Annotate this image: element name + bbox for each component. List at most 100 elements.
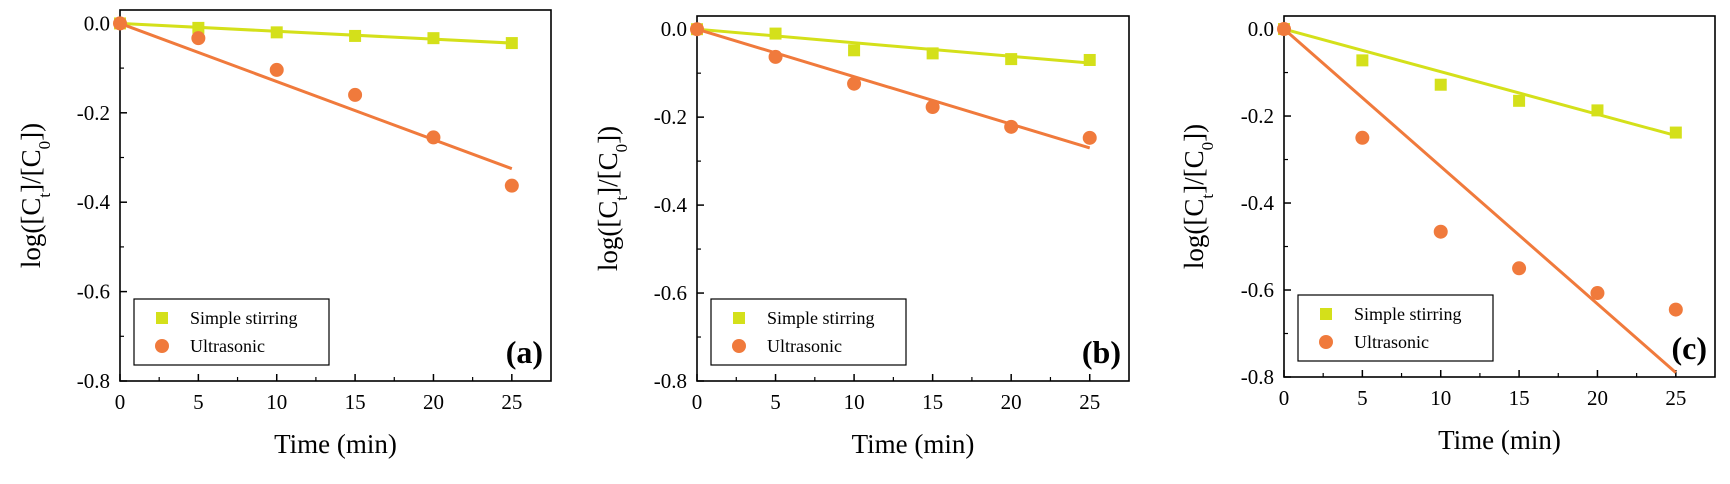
x-axis-title: Time (min) — [852, 429, 975, 459]
data-point-simple-stirring — [427, 32, 440, 45]
y-tick-label: -0.6 — [77, 280, 110, 304]
panel-label: (c) — [1671, 330, 1707, 366]
legend-label: Ultrasonic — [767, 336, 842, 356]
panel-label: (b) — [1082, 334, 1121, 370]
y-axis-title-part: log([C — [16, 198, 46, 269]
y-axis-title: log([Ct]/[C0]) — [16, 123, 54, 268]
x-tick-label: 20 — [1001, 390, 1022, 414]
y-axis-title-part: ]) — [16, 123, 46, 141]
data-point-ultrasonic — [426, 130, 441, 145]
legend-label: Ultrasonic — [1354, 332, 1429, 352]
data-point-ultrasonic — [1590, 286, 1605, 301]
data-point-ultrasonic — [1512, 261, 1527, 276]
y-tick-label: -0.2 — [1241, 104, 1274, 128]
chart-panel-3: 0 5 10 15 20 25 0.0 -0.2 -0.4 -0.6 -0.8 Time (min) l… — [1179, 15, 1716, 455]
y-axis-title-part: ]) — [1179, 124, 1209, 142]
data-point-simple-stirring — [769, 27, 782, 40]
x-tick-label: 25 — [501, 390, 522, 414]
y-axis-title-subscript: 0 — [1198, 142, 1217, 151]
x-tick-label: 15 — [1509, 386, 1530, 410]
data-point-simple-stirring — [1669, 126, 1682, 139]
legend: Simple stirring Ultrasonic — [1297, 294, 1494, 362]
legend-marker-square — [1320, 308, 1332, 320]
fit-line-ultrasonic — [1283, 27, 1677, 374]
x-tick-label: 10 — [266, 390, 287, 414]
x-tick-label: 15 — [922, 390, 943, 414]
y-axis-title-subscript: 0 — [35, 141, 54, 150]
y-tick-label: 0.0 — [84, 11, 110, 35]
chart-panel-1: 0 5 10 15 20 25 0.0 -0.2 -0.4 -0.6 -0.8 Time (min) l… — [16, 9, 552, 459]
fit-line-simple-stirring — [1283, 27, 1677, 138]
fit-line-simple-stirring — [696, 27, 1090, 65]
y-tick-label: 0.0 — [1248, 17, 1274, 41]
y-tick-label: -0.4 — [1241, 191, 1275, 215]
x-axis-title: Time (min) — [274, 429, 397, 459]
plot-frame — [119, 9, 552, 382]
chart-panel-2: 0 5 10 15 20 25 0.0 -0.2 -0.4 -0.6 -0.8 Time (min) l… — [593, 15, 1130, 459]
legend-box — [133, 298, 330, 366]
fit-line-ultrasonic — [696, 27, 1091, 150]
legend-marker-circle — [155, 339, 169, 353]
y-axis-title-part: ]/[C — [16, 149, 46, 193]
y-tick-label: -0.8 — [654, 369, 687, 393]
data-point-ultrasonic — [847, 76, 862, 91]
y-axis-title-part: log([C — [593, 201, 623, 272]
legend-label: Simple stirring — [1354, 304, 1462, 324]
y-axis-title-subscript: t — [1198, 194, 1217, 199]
fit-line-ultrasonic — [119, 22, 513, 171]
y-axis-title-part: ]/[C — [1179, 150, 1209, 194]
y-tick-label: -0.8 — [1241, 365, 1274, 389]
y-tick-label: -0.2 — [77, 101, 110, 125]
x-tick-label: 25 — [1079, 390, 1100, 414]
x-tick-label: 25 — [1665, 386, 1686, 410]
data-point-simple-stirring — [848, 44, 861, 57]
legend-label: Simple stirring — [767, 308, 875, 328]
y-tick-label: -0.2 — [654, 105, 687, 129]
y-axis-title: log([Ct]/[C0]) — [1179, 124, 1217, 269]
data-point-simple-stirring — [1513, 94, 1526, 107]
data-point-ultrasonic — [1277, 22, 1291, 37]
data-point-simple-stirring — [926, 47, 939, 60]
legend-box — [710, 298, 907, 366]
x-tick-label: 0 — [1279, 386, 1290, 410]
y-axis-title: log([Ct]/[C0]) — [593, 126, 631, 271]
data-point-ultrasonic — [269, 62, 284, 77]
legend-marker-square — [733, 312, 745, 324]
data-point-simple-stirring — [192, 21, 205, 34]
data-point-simple-stirring — [1356, 54, 1369, 67]
legend-box — [1297, 294, 1494, 362]
y-tick-label: 0.0 — [661, 17, 687, 41]
data-point-simple-stirring — [349, 29, 362, 42]
y-axis-title-part: log([C — [1179, 199, 1209, 270]
plot-frame — [696, 15, 1130, 382]
legend-marker-circle — [732, 339, 746, 353]
data-point-ultrasonic — [113, 16, 127, 31]
y-axis-title-subscript: t — [612, 196, 631, 201]
data-point-ultrasonic — [504, 178, 519, 193]
x-tick-label: 15 — [345, 390, 366, 414]
x-tick-label: 5 — [193, 390, 204, 414]
data-point-simple-stirring — [1083, 53, 1096, 66]
data-point-ultrasonic — [1355, 130, 1370, 145]
y-tick-label: -0.6 — [654, 281, 687, 305]
x-tick-label: 20 — [423, 390, 444, 414]
y-tick-label: -0.6 — [1241, 278, 1274, 302]
y-tick-label: -0.4 — [654, 193, 688, 217]
y-axis-title-subscript: 0 — [612, 144, 631, 153]
y-axis-title-subscript: t — [35, 193, 54, 198]
data-point-ultrasonic — [768, 49, 783, 64]
legend-label: Simple stirring — [190, 308, 298, 328]
x-axis-title: Time (min) — [1438, 425, 1561, 455]
legend: Simple stirring Ultrasonic — [710, 298, 907, 366]
x-tick-label: 10 — [1430, 386, 1451, 410]
data-point-simple-stirring — [505, 37, 518, 50]
legend-label: Ultrasonic — [190, 336, 265, 356]
data-point-ultrasonic — [1082, 130, 1097, 145]
legend-marker-circle — [1319, 335, 1333, 349]
data-point-ultrasonic — [348, 87, 363, 102]
x-tick-label: 5 — [770, 390, 781, 414]
data-point-ultrasonic — [1004, 119, 1019, 134]
y-axis-title-part: ]/[C — [593, 152, 623, 196]
y-tick-label: -0.8 — [77, 369, 110, 393]
x-tick-label: 10 — [844, 390, 865, 414]
